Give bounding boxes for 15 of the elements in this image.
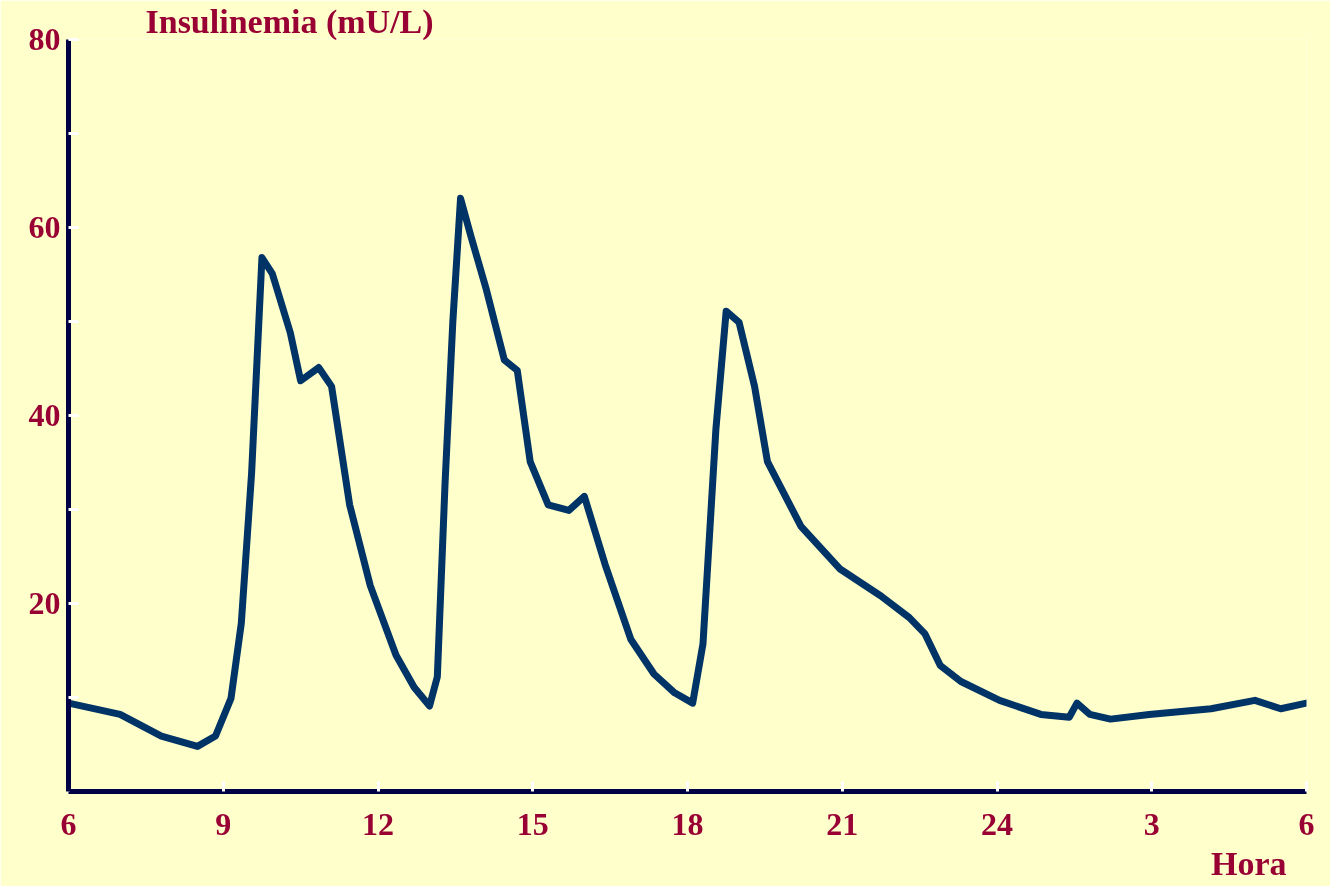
x-tick-label: 18	[671, 805, 704, 842]
y-axis-title: Insulinemia (mU/L)	[145, 2, 434, 41]
x-tick-label: 12	[362, 805, 394, 842]
y-tick-label: 20	[28, 585, 61, 621]
x-tick-label: 3	[1143, 805, 1160, 842]
x-axis-title: Hora	[1210, 844, 1287, 882]
x-tick-label: 6	[60, 805, 77, 842]
x-tick-label: 24	[981, 805, 1013, 842]
x-tick-label: 6	[1298, 805, 1315, 842]
x-tick-label: 21	[826, 805, 859, 842]
y-tick-label: 60	[28, 209, 61, 245]
y-tick-label: 80	[28, 21, 61, 57]
x-tick-label: 9	[215, 805, 232, 842]
x-tick-label: 15	[516, 805, 549, 842]
y-tick-label: 40	[28, 397, 61, 433]
